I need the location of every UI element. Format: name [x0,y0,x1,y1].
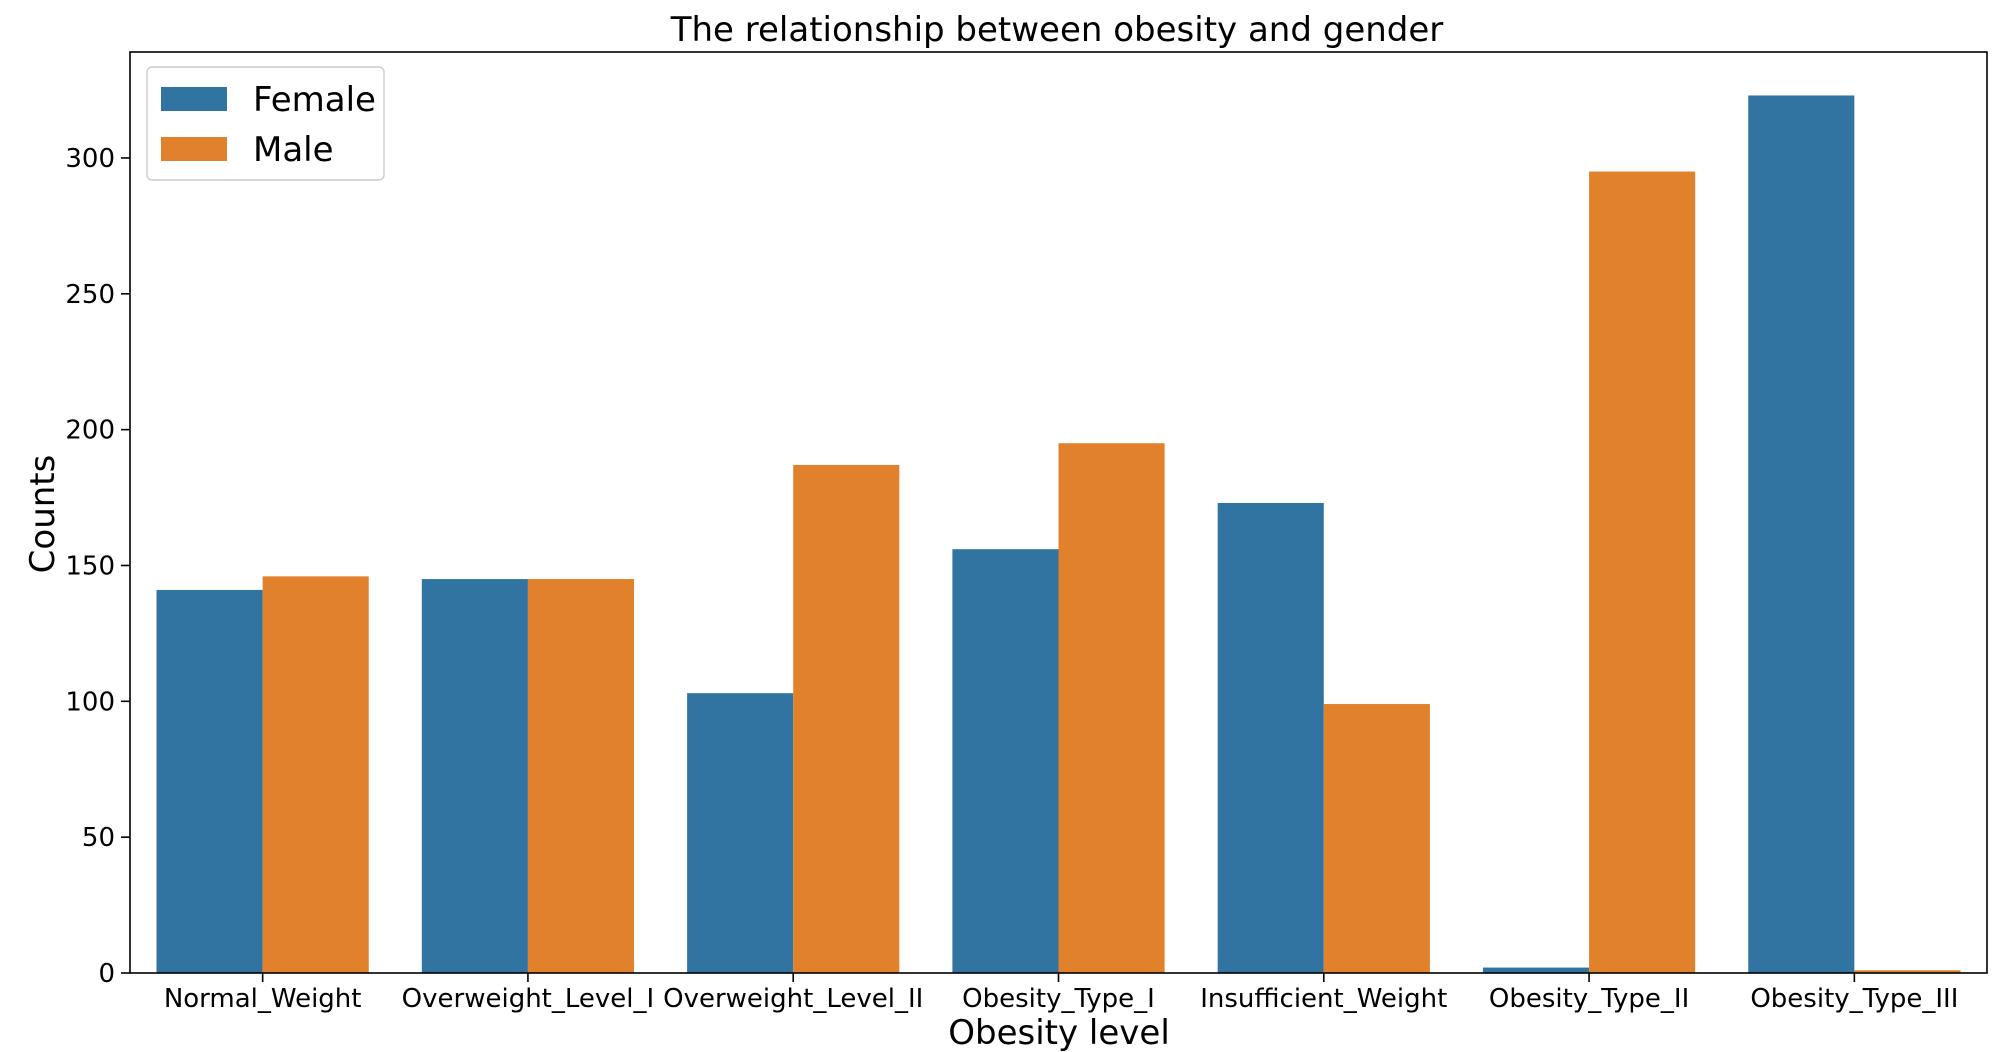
bar-male-overweight-level-ii [793,464,900,973]
bar-male-overweight-level-i [527,579,635,973]
y-tick-label: 0 [98,959,115,989]
x-tick-label: Obesity_Type_I [962,984,1155,1014]
bar-female-overweight-level-i [421,579,528,973]
bar-male-obesity-type-i [1058,443,1165,974]
x-tick-label: Normal_Weight [164,984,362,1014]
y-tick-label: 200 [65,416,115,446]
chart-title: The relationship between obesity and gen… [670,10,1444,50]
bars-layer [156,95,1961,974]
bar-female-obesity-type-ii [1482,967,1590,973]
y-tick-label: 100 [65,687,115,717]
y-tick-label: 300 [65,144,115,174]
bar-male-obesity-type-iii [1854,970,1961,973]
legend: Female Male [146,66,385,181]
bar-male-obesity-type-ii [1589,171,1696,974]
bar-male-normal-weight [262,576,369,973]
x-tick-label: Obesity_Type_II [1489,984,1689,1014]
bar-female-normal-weight [156,589,263,973]
legend-label-male: Male [253,130,334,170]
y-tick-label: 150 [65,551,115,581]
bar-male-insufficient-weight [1323,704,1430,973]
x-tick-label: Obesity_Type_III [1750,984,1958,1014]
x-axis-label: Obesity level [948,1013,1170,1052]
x-tick-label: Overweight_Level_I [402,984,655,1014]
legend-swatch-female [161,87,227,111]
x-tick-label: Insufficient_Weight [1200,984,1447,1014]
ticks-layer: 0 50 100 150 200 250 300 Normal_Weight Overweigh… [65,144,1958,1014]
x-tick-label: Overweight_Level_II [663,984,923,1014]
legend-label-female: Female [253,80,376,120]
bar-female-obesity-type-i [952,549,1059,973]
bar-female-insufficient-weight [1217,502,1324,973]
bar-female-obesity-type-iii [1748,95,1855,974]
legend-swatch-male [161,137,227,161]
y-tick-label: 250 [65,280,115,310]
plot-area-frame [129,51,1988,974]
bar-female-overweight-level-ii [687,693,794,973]
y-tick-label: 50 [82,823,115,853]
y-axis-label: Counts [23,455,63,574]
